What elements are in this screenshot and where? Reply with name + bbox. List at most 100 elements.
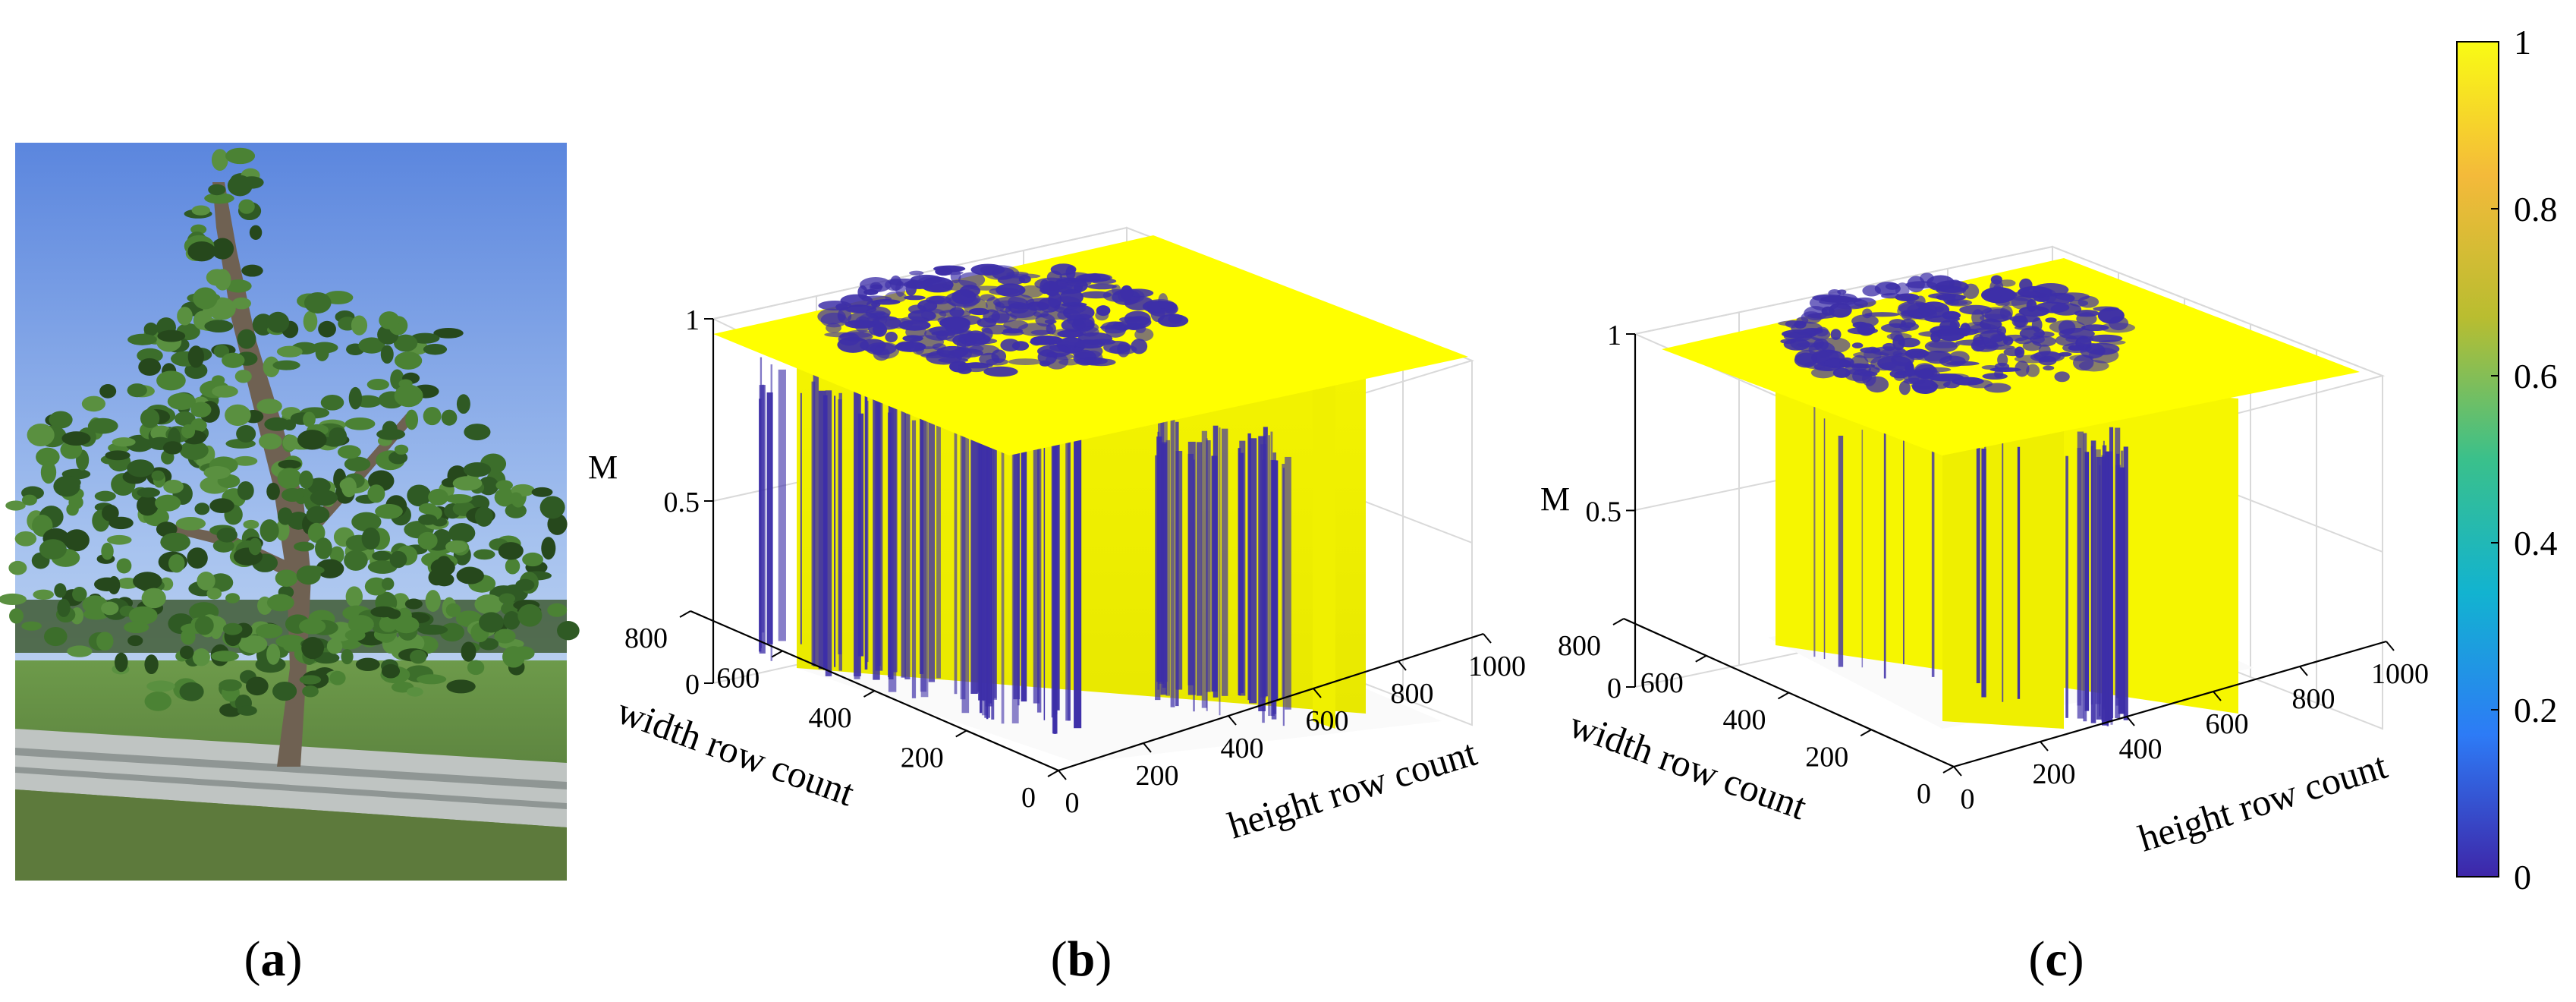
leaf — [522, 552, 543, 567]
leaf — [547, 603, 568, 617]
colorbar-tick-label: 0.8 — [2514, 190, 2558, 228]
leaf — [394, 384, 423, 408]
leaf — [237, 481, 254, 500]
surface-patch — [956, 337, 967, 352]
surface-patch — [1003, 320, 1029, 330]
leaf — [337, 445, 361, 459]
leaf — [296, 566, 321, 585]
surface-patch — [1971, 309, 1985, 326]
surface-stripe — [778, 369, 786, 641]
leaf — [96, 632, 114, 651]
leaf — [434, 572, 454, 587]
surface-blue-patches-c — [1778, 273, 2135, 395]
leaf — [222, 622, 243, 635]
leaf — [66, 503, 79, 516]
surface-patch — [1945, 299, 1973, 307]
surface-patch — [995, 302, 1005, 311]
surface-stripe — [936, 413, 941, 679]
height-tick-label: 800 — [2292, 683, 2335, 715]
height-tick-label: 1000 — [2371, 658, 2429, 690]
surface-patch — [907, 310, 936, 323]
surface-patch — [1051, 328, 1087, 338]
surface-patch — [1814, 326, 1829, 337]
z-ticks-b: 00.51 — [664, 304, 713, 701]
leaf — [124, 621, 149, 634]
height-tick-mark — [2386, 641, 2395, 651]
leaf — [138, 358, 162, 376]
leaf — [237, 705, 257, 716]
leaf — [358, 337, 385, 354]
leaf — [211, 651, 239, 662]
surface-patch — [1943, 381, 1960, 389]
leaf — [192, 648, 210, 666]
caption-b-letter: b — [1068, 931, 1096, 987]
surface-stripe — [1260, 444, 1266, 698]
leaf — [361, 527, 380, 550]
surface-patch — [1056, 277, 1072, 284]
surface-patch — [949, 361, 969, 373]
leaf — [448, 522, 476, 544]
surface-patch — [963, 362, 989, 373]
surface-stripe — [1823, 418, 1826, 660]
leaf — [57, 598, 71, 617]
leaf — [141, 588, 166, 609]
surface-top-c — [1662, 258, 2360, 455]
leaf — [115, 652, 128, 673]
leaf — [452, 476, 483, 491]
leaf — [203, 466, 231, 480]
surface-patch — [1927, 373, 1964, 382]
surface-stripe — [2101, 455, 2109, 721]
surface-patch — [2015, 361, 2030, 377]
height-ticks-b: 0 200 400 600 800 1000 — [1058, 633, 1526, 819]
leaf — [389, 550, 407, 569]
leaf — [106, 534, 132, 545]
z-tick-label: 0 — [1607, 673, 1621, 704]
surface-patch — [1849, 364, 1876, 369]
width-tick-label: 600 — [1640, 667, 1684, 699]
leaf — [367, 560, 398, 574]
leaf — [297, 430, 327, 450]
leaf — [144, 692, 172, 711]
leaf — [39, 539, 67, 559]
height-tick-mark — [1058, 770, 1067, 780]
surface-stripe — [800, 392, 802, 644]
surface-patch — [948, 294, 979, 309]
surface-patch — [2054, 371, 2070, 383]
leaf — [53, 475, 80, 497]
surface-patch — [949, 307, 965, 317]
surface-stripe — [1001, 398, 1005, 724]
leaf — [187, 241, 216, 262]
surface-patch — [980, 265, 999, 275]
leaf — [184, 362, 208, 380]
surface-patch — [1984, 342, 1998, 348]
surface-patch — [2088, 347, 2119, 364]
leaf — [467, 660, 485, 676]
surface-patch — [981, 327, 993, 340]
leaf — [418, 514, 438, 525]
leaf — [190, 402, 212, 418]
surface-patch — [1949, 320, 1960, 331]
leaf — [256, 399, 282, 414]
surface-patch — [2045, 317, 2057, 323]
leaf — [9, 608, 24, 624]
surface-stripe — [911, 420, 917, 698]
surface-stripe — [1165, 440, 1171, 696]
surface-patch — [991, 310, 1010, 324]
height-tick-mark — [1398, 660, 1407, 671]
height-tick-mark — [2040, 741, 2049, 752]
surface-patch — [2043, 365, 2055, 370]
leaf — [345, 586, 363, 607]
surface-stripe — [1883, 430, 1886, 679]
surface-stripe — [893, 403, 898, 673]
leaf — [515, 578, 535, 591]
leaf — [179, 682, 204, 701]
surface-patch — [1864, 312, 1900, 317]
leaf — [208, 184, 226, 196]
leaf — [175, 411, 196, 427]
leaf — [406, 687, 423, 697]
surface-stripe — [2017, 446, 2021, 699]
surface-patch — [2069, 299, 2089, 307]
z-tick-label: 0.5 — [664, 487, 700, 518]
surface-stripe — [770, 364, 773, 661]
